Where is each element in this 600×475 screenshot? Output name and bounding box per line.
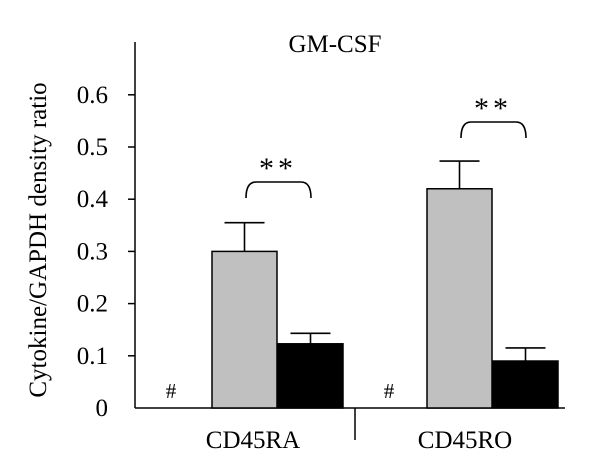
bar	[426, 188, 493, 409]
y-tick-label: 0.1	[77, 343, 108, 370]
x-tick-labels: CD45RA CD45RO	[206, 427, 512, 454]
y-ticks: 0 0.1 0.2 0.3 0.4 0.5 0.6	[77, 82, 135, 422]
significance-label: **	[474, 92, 512, 125]
y-tick-label: 0.4	[77, 186, 109, 213]
y-tick-label: 0.5	[77, 134, 108, 161]
x-tick-label: CD45RO	[418, 427, 512, 454]
significance-bracket	[460, 121, 527, 139]
x-tick-label: CD45RA	[206, 427, 300, 454]
bar	[211, 250, 278, 409]
y-tick-label: 0.6	[77, 82, 108, 109]
y-tick-label: 0.2	[77, 291, 108, 318]
hash-annotation: #	[166, 379, 177, 403]
significance-bracket	[245, 181, 312, 199]
hash-annotation: #	[384, 379, 395, 403]
y-tick-label: 0	[96, 395, 109, 422]
y-tick-label: 0.3	[77, 238, 108, 265]
significance-label: **	[259, 152, 297, 185]
y-axis-label: Cytokine/GAPDH density ratio	[25, 82, 52, 397]
chart-title: GM-CSF	[288, 31, 381, 58]
bar	[277, 343, 344, 409]
bars	[211, 160, 559, 409]
bar	[492, 360, 559, 409]
annotations: # # ** **	[166, 92, 527, 403]
